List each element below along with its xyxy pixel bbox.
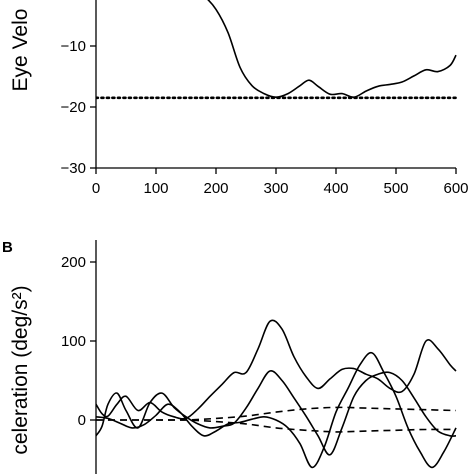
acceleration-series-line-3 [96,351,457,469]
velocity-series-line-1 [207,0,457,99]
acceleration-panel: B celeration (deg/s²) 200 100 0 [2,239,457,474]
acceleration-y-tick-label: 0 [78,412,86,429]
velocity-x-tick-label: 0 [92,180,100,197]
velocity-x-tick-label: 600 [443,180,468,197]
velocity-x-tick-label: 300 [263,180,288,197]
velocity-y-tick-label: −20 [61,99,86,116]
velocity-x-tick-label: 400 [323,180,348,197]
acceleration-y-tick-label: 100 [61,333,86,350]
velocity-y-tick-label: −30 [61,160,86,177]
velocity-panel: Eye Velo −10 −20 −30 0 100 200 300 400 500 600 [9,0,469,197]
acceleration-series-line-4 [96,419,457,433]
velocity-y-tick-label: −10 [61,38,86,55]
velocity-x-tick-label: 200 [203,180,228,197]
velocity-x-tick-label: 100 [143,180,168,197]
velocity-x-tick-label: 500 [383,180,408,197]
panel-b-label: B [2,239,13,256]
acceleration-y-tick-label: 200 [61,254,86,271]
acceleration-series-line-2 [96,370,457,456]
velocity-y-axis-title: Eye Velo [9,9,32,92]
acceleration-y-axis-title: celeration (deg/s²) [9,285,32,454]
acceleration-series-line-1 [96,319,457,420]
acceleration-series-line-5 [96,406,457,421]
